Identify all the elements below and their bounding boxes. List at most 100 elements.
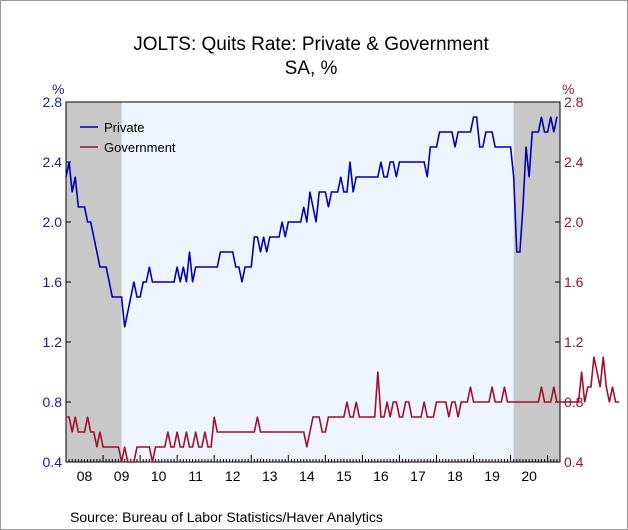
government-data-point [448, 416, 450, 418]
government-data-point [386, 401, 388, 403]
private-data-point [510, 146, 512, 148]
government-data-point [522, 401, 524, 403]
private-data-point [438, 131, 441, 133]
right-tick-label: 1.2 [564, 334, 584, 350]
government-data-point [71, 431, 73, 433]
government-data-point [179, 446, 181, 448]
government-data-point [269, 431, 271, 433]
government-data-point [201, 446, 203, 448]
private-data-point [377, 176, 379, 178]
government-data-point [170, 446, 172, 448]
private-data-point [278, 236, 280, 238]
private-data-point [161, 281, 163, 283]
government-data-point [133, 461, 135, 463]
government-data-point [272, 431, 274, 433]
government-data-point [68, 416, 70, 418]
private-data-point [250, 266, 252, 268]
private-data-point [445, 131, 447, 133]
government-data-point [259, 431, 262, 433]
private-data-point [272, 236, 274, 238]
private-data-point [411, 161, 413, 163]
government-data-point [250, 431, 252, 433]
private-data-point [65, 176, 67, 178]
private-data-point [349, 161, 351, 163]
private-data-point [318, 191, 320, 193]
private-data-point [312, 206, 314, 208]
private-data-point [80, 206, 83, 208]
left-tick-label: 2.4 [43, 154, 63, 170]
government-data-point [605, 386, 607, 388]
right-tick-label: 1.6 [564, 274, 584, 290]
private-data-point [454, 146, 456, 148]
private-data-point [179, 281, 181, 283]
private-data-point [522, 206, 524, 208]
government-data-point [559, 401, 561, 403]
private-data-point [235, 266, 237, 268]
private-data-point [154, 281, 157, 283]
government-data-point [139, 446, 141, 448]
government-data-point [358, 416, 360, 418]
private-data-point [442, 131, 444, 133]
government-data-point [198, 446, 200, 448]
government-data-point [346, 401, 348, 403]
recession-band-2 [513, 102, 560, 462]
government-data-point [540, 386, 543, 388]
government-data-point [445, 401, 447, 403]
government-data-point [479, 401, 481, 403]
government-data-point [232, 431, 234, 433]
legend-label-private: Private [104, 120, 144, 135]
government-data-point [398, 416, 401, 418]
government-data-point [503, 386, 506, 388]
private-data-point [309, 191, 311, 193]
government-data-point [414, 416, 416, 418]
private-data-point [451, 131, 453, 133]
government-data-point [367, 416, 370, 418]
private-data-point [303, 206, 305, 208]
government-data-point [491, 386, 493, 388]
government-data-point [185, 431, 188, 433]
government-data-point [371, 416, 373, 418]
government-data-point [102, 446, 104, 448]
private-data-point [414, 161, 416, 163]
private-data-point [553, 131, 555, 133]
private-data-point [77, 206, 79, 208]
government-data-point [238, 431, 240, 433]
government-data-point [510, 401, 512, 403]
private-data-point [537, 131, 539, 133]
government-data-point [565, 401, 567, 403]
private-data-point [395, 176, 397, 178]
private-data-point [519, 251, 521, 253]
government-data-point [618, 401, 620, 403]
government-data-point [136, 446, 138, 448]
private-data-point [210, 266, 212, 268]
government-data-point [117, 446, 120, 448]
private-data-point [96, 251, 98, 253]
plot-area: 2.8 2.82.4 2.42.0 2.01.6 1.61.2 1.20.8 0.80.4 0… [43, 94, 620, 484]
private-data-point [195, 266, 197, 268]
government-data-point [519, 401, 521, 403]
government-data-point [395, 401, 397, 403]
private-data-point [102, 266, 104, 268]
government-data-point [309, 431, 311, 433]
government-data-point [99, 431, 101, 433]
left-tick-label: 0.4 [43, 454, 63, 470]
private-data-point [398, 161, 401, 163]
right-axis-unit-label: % [562, 81, 574, 97]
source-note: Source: Bureau of Labor Statistics/Haver… [70, 509, 383, 525]
government-data-point [602, 356, 604, 358]
private-data-point [229, 251, 231, 253]
private-data-point [219, 251, 221, 253]
private-data-point [87, 221, 89, 223]
government-data-point [528, 401, 530, 403]
government-data-point [577, 401, 580, 403]
government-data-point [472, 401, 475, 403]
private-data-point [300, 221, 302, 223]
private-data-point [463, 131, 465, 133]
government-data-point [438, 401, 441, 403]
private-data-point [201, 266, 203, 268]
private-data-point [253, 236, 255, 238]
government-data-point [451, 401, 453, 403]
x-tick-label: 12 [225, 468, 241, 484]
government-data-point [219, 431, 221, 433]
private-data-point [124, 326, 126, 328]
